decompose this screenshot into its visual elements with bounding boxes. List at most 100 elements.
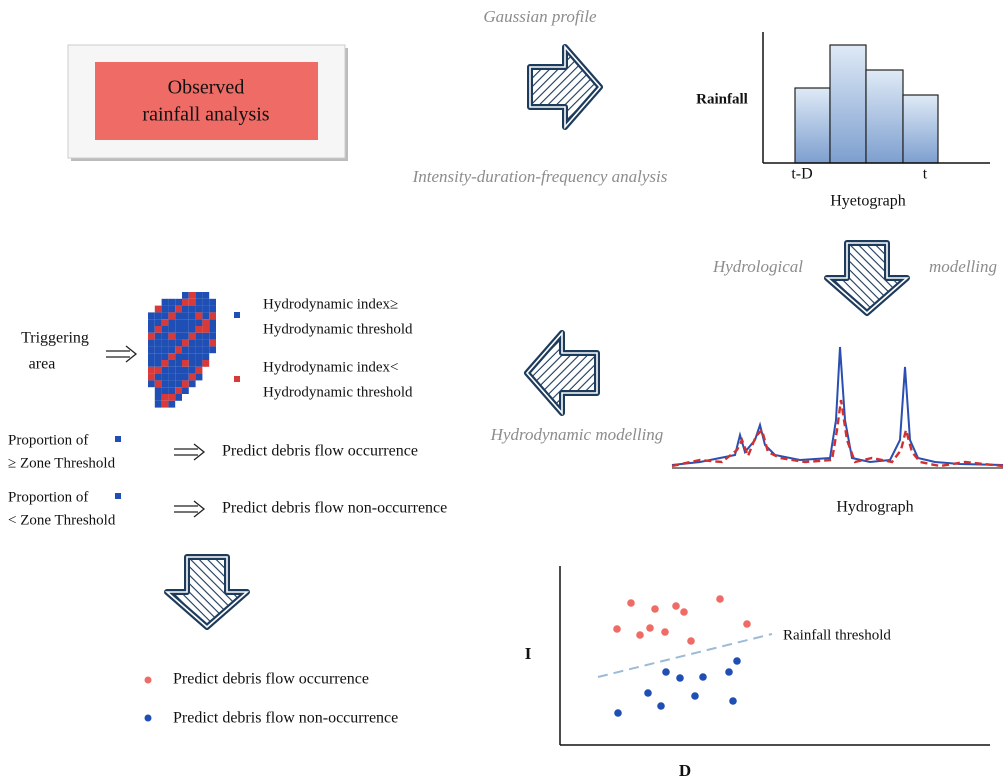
zone-cell bbox=[188, 373, 196, 381]
zone-cell bbox=[148, 346, 155, 354]
zone-cell bbox=[161, 387, 169, 394]
zone-cell bbox=[195, 312, 203, 320]
zone-cell bbox=[161, 346, 169, 354]
observed-box bbox=[95, 62, 318, 140]
zone-cell bbox=[209, 346, 216, 354]
rule-result: Predict debris flow non-occurrence bbox=[222, 500, 447, 517]
process-label: Hydrodynamic modelling bbox=[490, 425, 664, 444]
zone-cell bbox=[148, 353, 155, 360]
zone-cell bbox=[148, 360, 155, 367]
point-blue bbox=[657, 702, 665, 710]
zone-cell bbox=[182, 319, 189, 326]
zone-cell bbox=[188, 305, 196, 313]
zone-cell bbox=[161, 353, 169, 360]
zone-cell bbox=[154, 319, 162, 326]
zone-cell bbox=[195, 305, 203, 313]
label: Triggering bbox=[21, 330, 89, 347]
rule-label: Proportion of bbox=[8, 432, 88, 448]
point-blue bbox=[725, 668, 733, 676]
zone-cell bbox=[161, 339, 169, 347]
zone-cell bbox=[188, 360, 196, 367]
point-blue bbox=[676, 674, 684, 682]
zone-cell bbox=[182, 380, 189, 388]
zone-cell bbox=[154, 400, 162, 408]
zone-cell bbox=[161, 400, 169, 408]
zone-cell bbox=[188, 332, 196, 340]
zone-cell bbox=[168, 373, 176, 381]
zone-cell bbox=[195, 339, 203, 347]
tick-label: t bbox=[923, 166, 928, 183]
zone-cell bbox=[202, 353, 210, 360]
zone-cell bbox=[188, 298, 196, 306]
zone-cell bbox=[175, 312, 182, 320]
point-red bbox=[651, 605, 659, 613]
zone-cell bbox=[175, 332, 182, 340]
zone-cell bbox=[175, 394, 182, 401]
zone-cell bbox=[154, 312, 162, 320]
point-blue bbox=[614, 709, 622, 717]
zone-cell bbox=[182, 305, 189, 313]
zone-cell bbox=[182, 353, 189, 360]
zone-cell bbox=[175, 366, 182, 374]
zone-cell bbox=[168, 339, 176, 347]
legend-text: Hydrodynamic threshold bbox=[263, 384, 413, 400]
zone-cell bbox=[175, 326, 182, 333]
zone-cell bbox=[148, 312, 155, 320]
hydrograph bbox=[671, 346, 1004, 469]
zone-cell bbox=[209, 339, 216, 347]
zone-cell bbox=[154, 387, 162, 394]
rule-label: ≥ Zone Threshold bbox=[8, 455, 116, 471]
zone-cell bbox=[168, 319, 176, 326]
rule-result: Predict debris flow occurrence bbox=[222, 443, 418, 460]
zone-cell bbox=[154, 373, 162, 381]
label: area bbox=[29, 356, 56, 373]
shape bbox=[902, 94, 939, 164]
legend-text: Predict debris flow occurrence bbox=[173, 671, 369, 688]
legend-swatch bbox=[234, 312, 240, 318]
point-red bbox=[716, 595, 724, 603]
zone-cell bbox=[209, 298, 216, 306]
zone-cell bbox=[188, 339, 196, 347]
zone-cell bbox=[202, 326, 210, 333]
zone-cell bbox=[182, 366, 189, 374]
legend-dot bbox=[144, 676, 152, 684]
zone-cell bbox=[161, 298, 169, 306]
zone-cell bbox=[202, 339, 210, 347]
zone-cell bbox=[195, 346, 203, 354]
zone-cell bbox=[154, 339, 162, 347]
scatter-schematic bbox=[559, 566, 990, 746]
legend-text: Predict debris flow non-occurrence bbox=[173, 710, 398, 727]
zone-cell bbox=[188, 319, 196, 326]
zone-cell bbox=[188, 292, 196, 299]
zone-cell bbox=[168, 366, 176, 374]
zone-cell bbox=[202, 292, 210, 299]
zone-cell bbox=[161, 380, 169, 388]
zone-cell bbox=[182, 312, 189, 320]
implies-arrow bbox=[105, 345, 137, 363]
zone-cell bbox=[175, 305, 182, 313]
implies-arrow bbox=[173, 443, 205, 461]
zone-cell bbox=[188, 346, 196, 354]
zone-cell bbox=[182, 346, 189, 354]
point-blue bbox=[733, 657, 741, 665]
zone-cell bbox=[168, 346, 176, 354]
zone-cell bbox=[182, 298, 189, 306]
zone-cell bbox=[188, 380, 196, 388]
point-red bbox=[613, 625, 621, 633]
zone-cell bbox=[154, 366, 162, 374]
zone-cell bbox=[148, 380, 155, 388]
zone-cell bbox=[154, 380, 162, 388]
arrow-down bbox=[827, 243, 907, 313]
zone-cell bbox=[148, 339, 155, 347]
zone-cell bbox=[209, 319, 216, 326]
zone-cell bbox=[202, 332, 210, 340]
zone-cell bbox=[148, 319, 155, 326]
zone-cell bbox=[195, 353, 203, 360]
point-blue bbox=[662, 668, 670, 676]
point-blue bbox=[729, 697, 737, 705]
zone-cell bbox=[182, 326, 189, 333]
zone-cell bbox=[154, 346, 162, 354]
rule-label: < Zone Threshold bbox=[8, 512, 116, 528]
zone-cell bbox=[202, 319, 210, 326]
